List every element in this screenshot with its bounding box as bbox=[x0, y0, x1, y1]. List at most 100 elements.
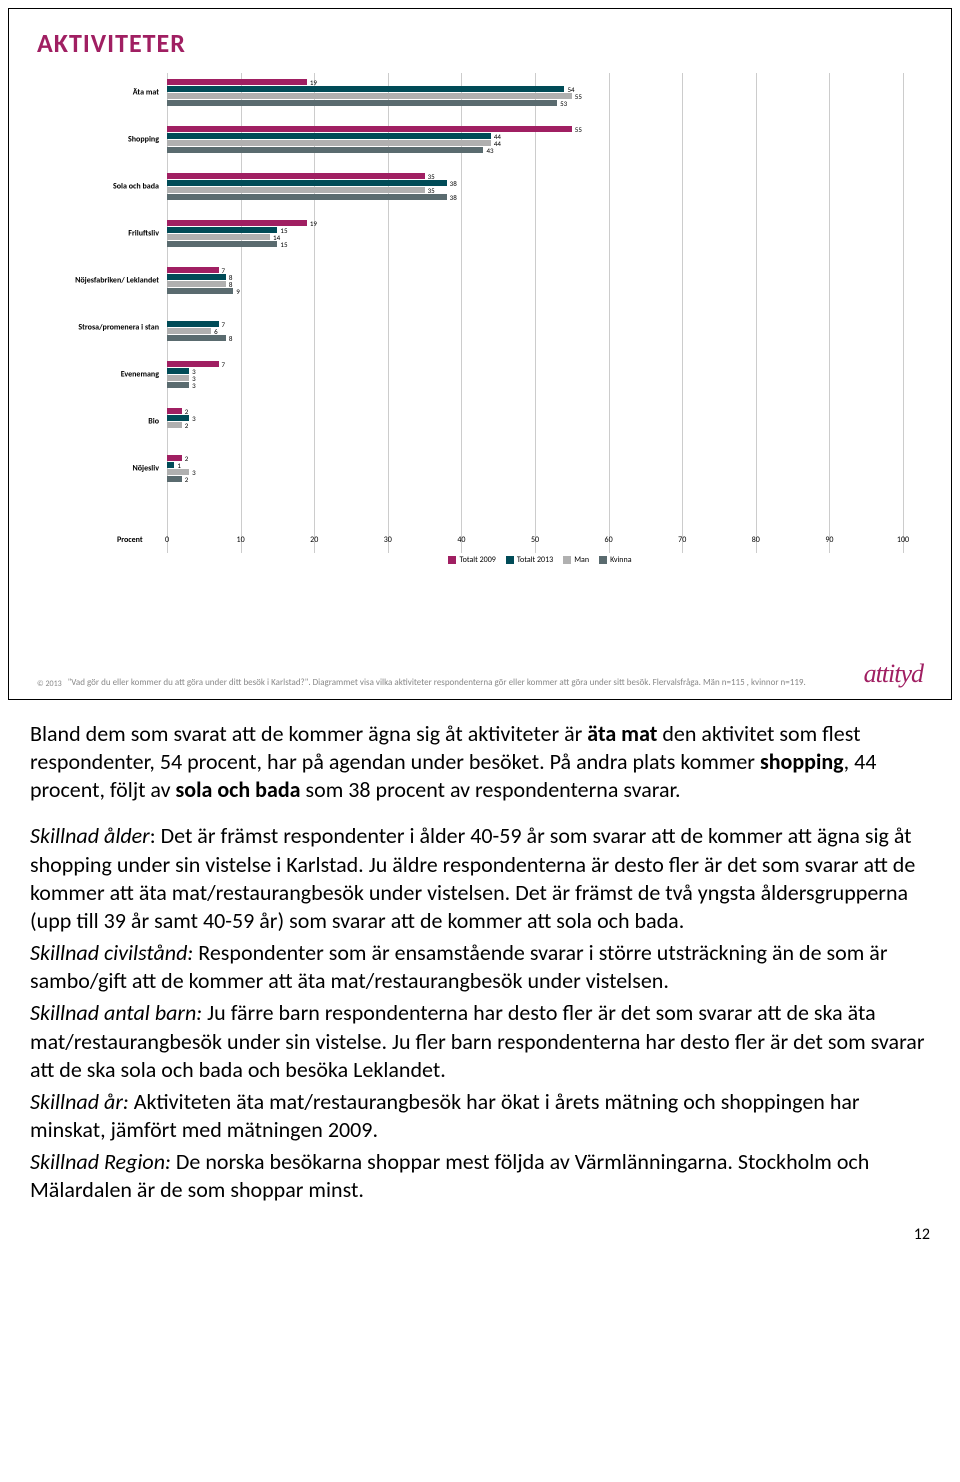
bar-group: Strosa/promenera i stan768 bbox=[167, 314, 903, 341]
x-tick-label: 100 bbox=[897, 535, 909, 545]
bar-group: Friluftsliv19151415 bbox=[167, 220, 903, 247]
bar-value-label: 3 bbox=[192, 468, 196, 477]
brand-logo: attityd bbox=[864, 659, 923, 689]
legend-label: Totalt 2013 bbox=[517, 555, 553, 565]
bar bbox=[167, 408, 182, 414]
x-tick-label: 0 bbox=[165, 535, 169, 545]
page-number: 12 bbox=[0, 1221, 960, 1254]
category-label: Bio bbox=[39, 417, 159, 426]
bar-value-label: 9 bbox=[236, 287, 240, 296]
bar-value-label: 3 bbox=[192, 381, 196, 390]
p1: Bland dem som svarat att de kommer ägna … bbox=[30, 720, 930, 804]
bar bbox=[167, 86, 564, 92]
bar bbox=[167, 462, 174, 468]
bar bbox=[167, 126, 572, 132]
bar-value-label: 2 bbox=[185, 454, 189, 463]
x-tick-label: 80 bbox=[752, 535, 760, 545]
bar bbox=[167, 187, 425, 193]
gridline bbox=[903, 73, 904, 553]
x-tick-label: 60 bbox=[605, 535, 613, 545]
bar-group: Nöjesfabriken/ Leklandet7889 bbox=[167, 267, 903, 294]
bar-value-label: 55 bbox=[575, 92, 582, 101]
bar bbox=[167, 234, 270, 240]
legend-swatch bbox=[563, 556, 571, 564]
legend-swatch bbox=[599, 556, 607, 564]
p2: Skillnad ålder: Det är främst respondent… bbox=[30, 822, 930, 935]
bar-group: Sola och bada35383538 bbox=[167, 173, 903, 200]
bar-group: Nöjesliv2132 bbox=[167, 455, 903, 482]
copyright: © 2013 bbox=[37, 679, 62, 689]
p6: Skillnad Region: De norska besökarna sho… bbox=[30, 1148, 930, 1204]
bar bbox=[167, 321, 219, 327]
slide-footer: © 2013 "Vad gör du eller kommer du att g… bbox=[37, 659, 923, 689]
bar-value-label: 38 bbox=[450, 193, 457, 202]
x-axis-title: Procent bbox=[117, 535, 143, 545]
bar-value-label: 15 bbox=[280, 240, 287, 249]
bar bbox=[167, 382, 189, 388]
category-label: Sola och bada bbox=[39, 182, 159, 191]
bar bbox=[167, 476, 182, 482]
bar-group: Shopping55444443 bbox=[167, 126, 903, 153]
legend-label: Totalt 2009 bbox=[459, 555, 495, 565]
category-label: Friluftsliv bbox=[39, 229, 159, 238]
bar bbox=[167, 422, 182, 428]
x-tick-label: 20 bbox=[310, 535, 318, 545]
bar bbox=[167, 173, 425, 179]
x-tick-label: 70 bbox=[678, 535, 686, 545]
bar-value-label: 38 bbox=[450, 179, 457, 188]
bar-value-label: 44 bbox=[494, 139, 501, 148]
bar bbox=[167, 368, 189, 374]
bar-value-label: 53 bbox=[560, 99, 567, 108]
bar-value-label: 15 bbox=[280, 226, 287, 235]
slide-container: AKTIVITETER 0 10 20 30 40 50 60 70 80 90 100 Procen… bbox=[8, 8, 952, 700]
bar bbox=[167, 375, 189, 381]
x-tick-label: 10 bbox=[237, 535, 245, 545]
bar-value-label: 7 bbox=[222, 360, 226, 369]
bar bbox=[167, 281, 226, 287]
bar-value-label: 7 bbox=[222, 320, 226, 329]
slide-title: AKTIVITETER bbox=[37, 27, 923, 59]
x-tick-label: 40 bbox=[457, 535, 465, 545]
bar-value-label: 8 bbox=[229, 334, 233, 343]
x-tick-label: 90 bbox=[825, 535, 833, 545]
bar bbox=[167, 93, 572, 99]
category-label: Äta mat bbox=[39, 88, 159, 97]
bar-value-label: 43 bbox=[486, 146, 493, 155]
footnote: "Vad gör du eller kommer du att göra und… bbox=[68, 677, 864, 689]
category-label: Strosa/promenera i stan bbox=[39, 323, 159, 332]
legend-swatch bbox=[506, 556, 514, 564]
bar bbox=[167, 267, 219, 273]
bar-value-label: 3 bbox=[192, 414, 196, 423]
category-label: Shopping bbox=[39, 135, 159, 144]
bar-group: Äta mat19545553 bbox=[167, 79, 903, 106]
body-text: Bland dem som svarat att de kommer ägna … bbox=[0, 708, 960, 1221]
bar bbox=[167, 100, 557, 106]
chart: 0102030405060708090100ProcentÄta mat1954… bbox=[37, 73, 923, 565]
bar bbox=[167, 79, 307, 85]
bar-group: Evenemang7333 bbox=[167, 361, 903, 388]
bar bbox=[167, 274, 226, 280]
bar bbox=[167, 180, 447, 186]
bar bbox=[167, 227, 277, 233]
bar-group: Bio232 bbox=[167, 408, 903, 435]
bar bbox=[167, 241, 277, 247]
p3: Skillnad civilstånd: Respondenter som är… bbox=[30, 939, 930, 995]
category-label: Evenemang bbox=[39, 370, 159, 379]
bar-value-label: 2 bbox=[185, 475, 189, 484]
x-tick-label: 30 bbox=[384, 535, 392, 545]
bar bbox=[167, 335, 226, 341]
p4: Skillnad antal barn: Ju färre barn respo… bbox=[30, 999, 930, 1083]
bar bbox=[167, 133, 491, 139]
bar bbox=[167, 288, 233, 294]
p5: Skillnad år: Aktiviteten äta mat/restaur… bbox=[30, 1088, 930, 1144]
bar bbox=[167, 194, 447, 200]
x-tick-label: 50 bbox=[531, 535, 539, 545]
legend-label: Kvinna bbox=[610, 555, 631, 565]
legend-swatch bbox=[448, 556, 456, 564]
category-label: Nöjesfabriken/ Leklandet bbox=[39, 276, 159, 285]
bar bbox=[167, 140, 491, 146]
bar bbox=[167, 147, 483, 153]
bar-value-label: 55 bbox=[575, 125, 582, 134]
bar-value-label: 2 bbox=[185, 421, 189, 430]
legend-label: Man bbox=[574, 555, 589, 565]
